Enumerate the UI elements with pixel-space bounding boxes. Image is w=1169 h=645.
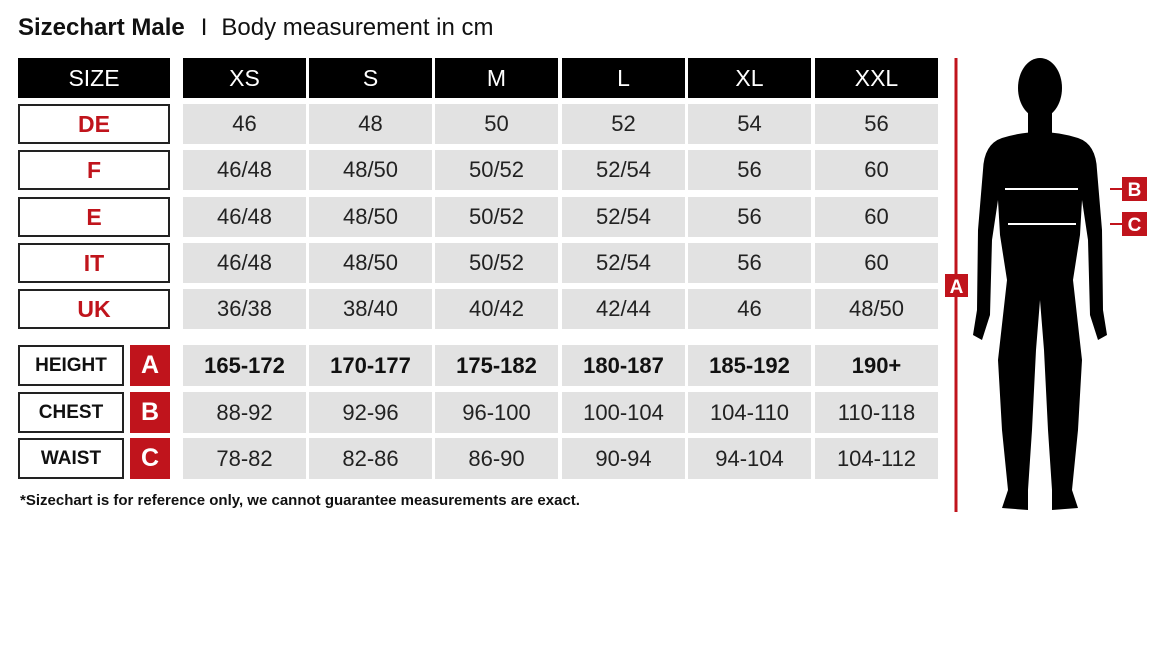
table-cell: 60 [815,243,938,283]
table-cell: 48/50 [309,243,432,283]
table-cell: 56 [688,243,811,283]
table-cell: 54 [688,104,811,144]
measure-letter-badge: A [130,345,170,386]
table-cell: 96-100 [435,392,558,433]
height-letter: A [950,277,964,298]
table-cell: 170-177 [309,345,432,386]
table-cell: 46 [183,104,306,144]
table-cell: 86-90 [435,438,558,479]
table-cell: 82-86 [309,438,432,479]
measure-letter-badge: B [130,392,170,433]
table-cell: 50 [435,104,558,144]
table-cell: 48/50 [309,197,432,237]
table-cell: 104-112 [815,438,938,479]
table-cell: 38/40 [309,289,432,329]
table-cell: 36/38 [183,289,306,329]
row-label-f: F [18,150,170,190]
table-cell: 190+ [815,345,938,386]
measure-letter-badge: C [130,438,170,479]
disclaimer-note: *Sizechart is for reference only, we can… [20,492,580,509]
table-cell: 52/54 [562,243,685,283]
header-size-xl: XL [688,58,811,98]
table-cell: 92-96 [309,392,432,433]
table-cell: 100-104 [562,392,685,433]
row-label-e: E [18,197,170,237]
table-cell: 165-172 [183,345,306,386]
title-separator: I [200,14,208,41]
header-size-m: M [435,58,558,98]
table-cell: 46 [688,289,811,329]
table-cell: 52/54 [562,150,685,190]
table-cell: 46/48 [183,197,306,237]
table-cell: 50/52 [435,197,558,237]
table-cell: 104-110 [688,392,811,433]
table-cell: 185-192 [688,345,811,386]
body-silhouette-icon [973,58,1107,510]
table-cell: 60 [815,197,938,237]
header-size-label: SIZE [18,58,170,98]
row-label-height: HEIGHT [18,345,124,386]
row-label-uk: UK [18,289,170,329]
table-cell: 50/52 [435,243,558,283]
row-label-de: DE [18,104,170,144]
table-cell: 40/42 [435,289,558,329]
header-size-s: S [309,58,432,98]
table-cell: 50/52 [435,150,558,190]
row-label-waist: WAIST [18,438,124,479]
table-cell: 175-182 [435,345,558,386]
table-cell: 110-118 [815,392,938,433]
table-cell: 48/50 [309,150,432,190]
header-size-xxl: XXL [815,58,938,98]
header-size-xs: XS [183,58,306,98]
chest-letter: B [1128,180,1142,201]
table-cell: 94-104 [688,438,811,479]
row-label-it: IT [18,243,170,283]
table-cell: 46/48 [183,150,306,190]
body-figure: A B C [945,58,1147,512]
row-label-chest: CHEST [18,392,124,433]
table-cell: 56 [688,197,811,237]
table-cell: 46/48 [183,243,306,283]
table-cell: 78-82 [183,438,306,479]
waist-letter: C [1128,215,1142,236]
table-cell: 90-94 [562,438,685,479]
table-cell: 52 [562,104,685,144]
table-cell: 42/44 [562,289,685,329]
height-marker [945,274,968,297]
table-cell: 60 [815,150,938,190]
table-cell: 52/54 [562,197,685,237]
table-cell: 56 [815,104,938,144]
table-cell: 48 [309,104,432,144]
chest-marker [1122,177,1147,201]
title-main: Sizechart Male [18,14,185,41]
header-size-l: L [562,58,685,98]
table-cell: 180-187 [562,345,685,386]
waist-marker [1122,212,1147,236]
page-title: Sizechart Male I Body measurement in cm [18,14,494,42]
table-cell: 56 [688,150,811,190]
table-cell: 88-92 [183,392,306,433]
title-sub: Body measurement in cm [221,14,494,41]
table-cell: 48/50 [815,289,938,329]
